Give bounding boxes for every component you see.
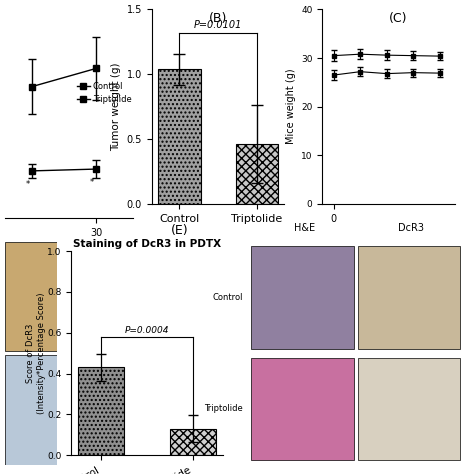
Bar xyxy=(251,246,354,349)
Text: DcR3: DcR3 xyxy=(398,223,424,233)
Bar xyxy=(358,246,460,349)
Text: Triptolide: Triptolide xyxy=(204,404,243,413)
Bar xyxy=(5,242,57,351)
Text: (E): (E) xyxy=(171,224,189,237)
Text: P=0.0101: P=0.0101 xyxy=(194,20,242,30)
Text: (B): (B) xyxy=(209,12,227,25)
Text: *: * xyxy=(90,178,94,187)
Title: Staining of DcR3 in PDTX: Staining of DcR3 in PDTX xyxy=(73,239,221,249)
Bar xyxy=(78,367,124,455)
Text: P=0.0004: P=0.0004 xyxy=(125,326,169,335)
Text: *: * xyxy=(26,180,30,189)
Y-axis label: Score of DcR3
(Intensity*Percentage Score): Score of DcR3 (Intensity*Percentage Scor… xyxy=(26,292,46,414)
Bar xyxy=(358,357,460,460)
Text: H&E: H&E xyxy=(294,223,315,233)
Y-axis label: Tumor weight (g): Tumor weight (g) xyxy=(111,63,121,151)
Y-axis label: Mice weight (g): Mice weight (g) xyxy=(285,69,296,145)
Bar xyxy=(236,144,278,204)
Bar xyxy=(5,356,57,465)
Text: (C): (C) xyxy=(389,12,408,25)
Legend: Control, Triptolide: Control, Triptolide xyxy=(73,79,135,107)
Text: Control: Control xyxy=(212,293,243,302)
Bar xyxy=(170,428,216,455)
Bar xyxy=(251,357,354,460)
Bar xyxy=(158,69,201,204)
